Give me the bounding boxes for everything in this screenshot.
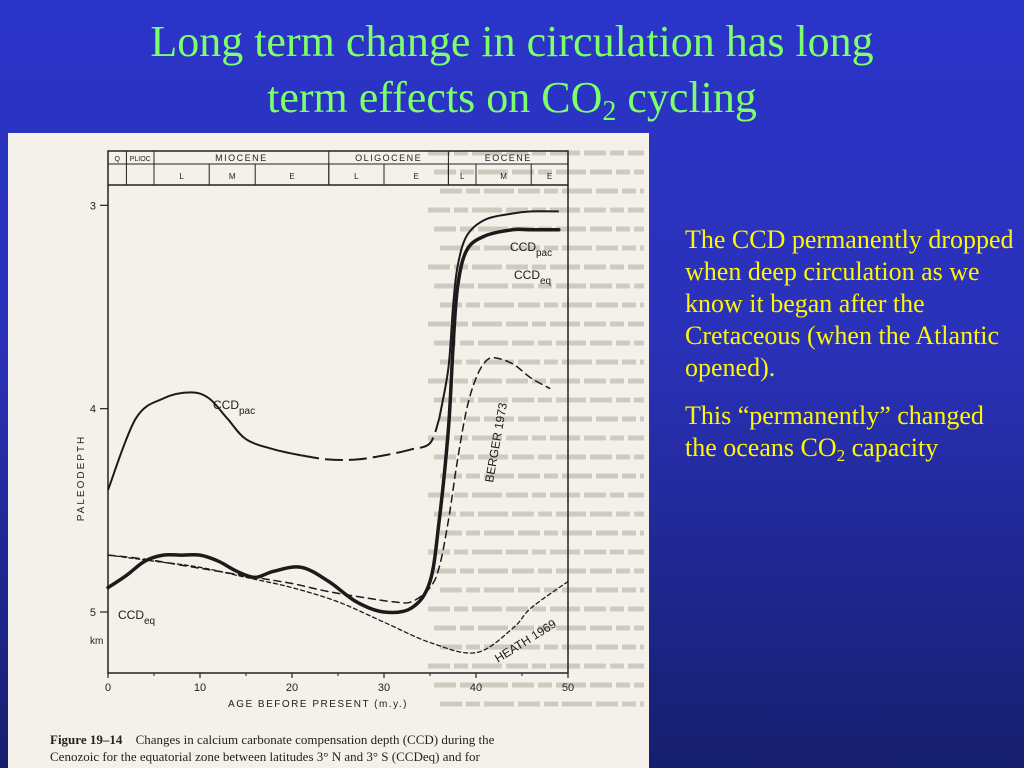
background-page-texture [428,150,644,707]
epoch-band: Q PLIOC MIOCENE OLIGOCENE EOCENE L M E L E L M E [108,151,568,186]
subepoch-label: L [179,172,184,181]
x-axis-label: AGE BEFORE PRESENT (m.y.) [228,699,408,710]
slide-title: Long term change in circulation has long… [0,14,1024,126]
caption-line-2: Cenozoic for the equatorial zone between… [50,749,481,764]
series-label-ccdpac: CCDpac [213,398,255,417]
epoch-label: PLIOC [130,156,151,163]
epoch-label: Q [114,156,120,163]
x-tick-label: 30 [378,682,390,694]
explanation-paragraph-1: The CCD permanently dropped when deep ci… [685,225,1014,382]
series-label-ccdeq-right: CCDeq [514,268,551,287]
x-tick-label: 0 [105,682,111,694]
subepoch-label: E [414,172,419,181]
series-line-ccdeq [106,227,561,615]
svg-text:Figure 19–14 Changes i: Figure 19–14 Changes in calcium carbonat… [50,732,495,747]
y-tick-label: 3 [90,200,96,212]
figure-caption: Figure 19–14 Changes in calcium carbonat… [50,732,495,764]
y-tick-label: 4 [90,404,96,416]
series-label-ccdeq: CCDeq [118,608,155,627]
series-layer [106,210,569,654]
subepoch-label: M [500,172,507,181]
epoch-label: MIOCENE [215,153,268,163]
caption-figure-number: Figure 19–14 [50,732,123,747]
y-tick-label: 5 [90,607,96,619]
subepoch-label: L [354,172,359,181]
x-tick-label: 40 [470,682,482,694]
series-line-ccdpac-dashed [301,418,441,462]
explanation-text: The CCD permanently dropped when deep ci… [685,224,1015,480]
epoch-label: OLIGOCENE [355,153,422,163]
y-axis: 3 4 5 [90,200,108,619]
series-label-heath: HEATH 1969 [492,617,559,666]
paleodepth-chart: Q PLIOC MIOCENE OLIGOCENE EOCENE L M E L E L M E 3 4 5… [50,150,644,764]
y-axis-label: PALEODEPTH [76,435,87,522]
subepoch-label: L [460,172,465,181]
explanation-paragraph-2: This “permanently” changed the oceans CO… [685,401,984,465]
x-tick-label: 20 [286,682,298,694]
series-label-ccdpac-right: CCDpac [510,240,552,259]
title-line-2: term effects on CO2 cycling [267,73,757,127]
y-axis-unit: km [90,636,103,647]
subepoch-label: M [229,172,236,181]
figure-scan: Q PLIOC MIOCENE OLIGOCENE EOCENE L M E L E L M E 3 4 5… [8,133,649,768]
x-tick-label: 10 [194,682,206,694]
title-line-1: Long term change in circulation has long [150,17,874,66]
series-line-ccdpac-rise [438,210,559,419]
x-tick-label: 50 [562,682,574,694]
x-axis: 0 10 20 30 40 50 [105,673,574,694]
series-line-heath-1969 [107,554,569,654]
series-line-ccdpac [107,391,302,491]
subepoch-label: E [547,172,552,181]
epoch-label: EOCENE [485,153,532,163]
caption-line-1: Changes in calcium carbonate compensatio… [136,732,495,747]
subepoch-label: E [289,172,294,181]
series-label-berger: BERGER 1973 [482,401,510,483]
